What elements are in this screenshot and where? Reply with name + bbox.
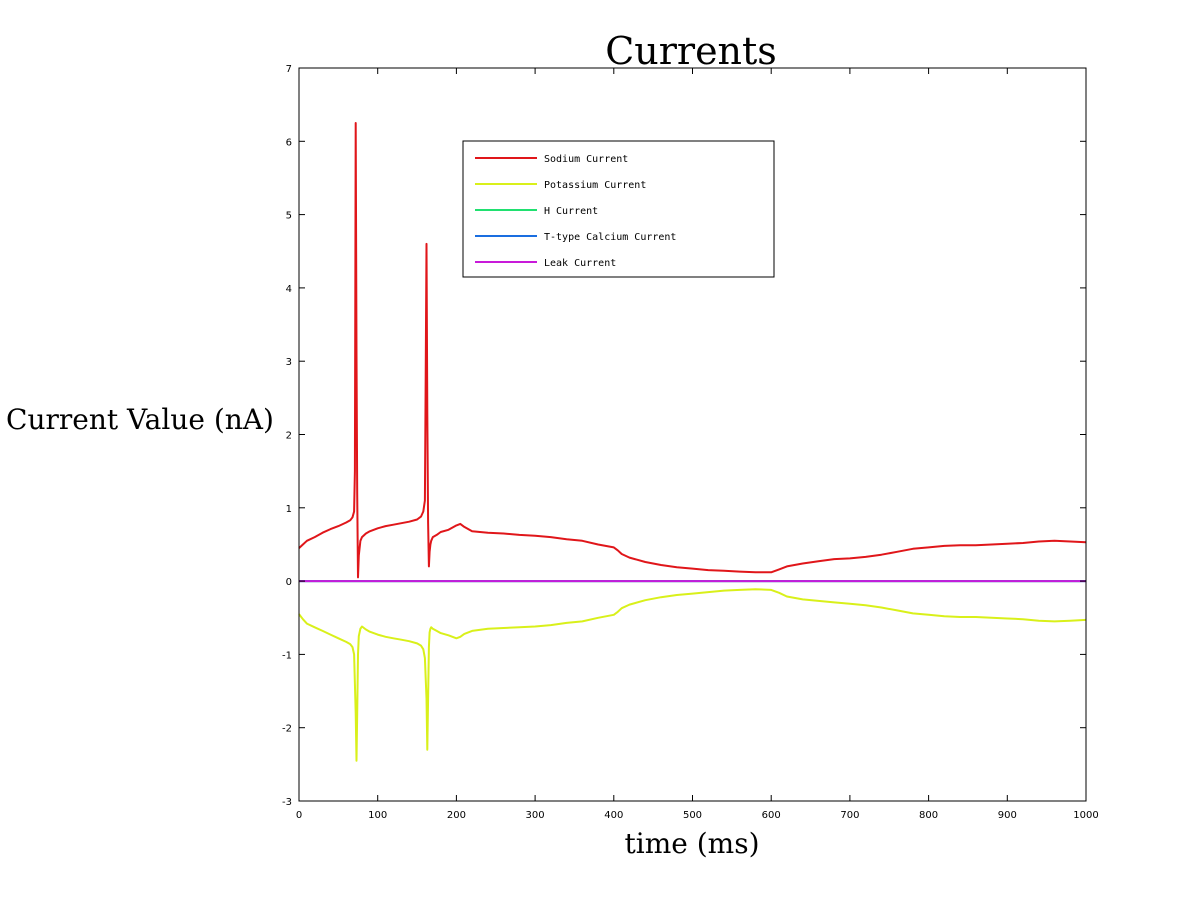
chart-title: Currents <box>605 29 777 73</box>
legend-label-h-current: H Current <box>544 206 598 217</box>
legend-label-sodium-current: Sodium Current <box>544 154 628 165</box>
y-tick-label: -3 <box>282 797 292 808</box>
x-tick-label: 600 <box>762 810 781 821</box>
y-tick-label: -2 <box>282 724 292 735</box>
x-tick-label: 200 <box>447 810 466 821</box>
legend-label-potassium-current: Potassium Current <box>544 180 646 191</box>
x-tick-label: 400 <box>604 810 623 821</box>
legend: Sodium Current Potassium Current H Current… <box>462 140 775 278</box>
y-axis-label: Current Value (nA) <box>6 403 274 436</box>
ticks-layer: 0 100 200 300 400 500 600 700 800 900 1000 -3 -2 -1 0 1… <box>282 64 1099 821</box>
x-tick-label: 900 <box>998 810 1017 821</box>
y-tick-label: 4 <box>286 284 292 295</box>
series-line-sodium-current <box>298 122 1087 579</box>
y-tick-label: 1 <box>286 504 292 515</box>
x-tick-label: 700 <box>840 810 859 821</box>
x-tick-label: 800 <box>919 810 938 821</box>
plot-frame <box>298 67 1087 802</box>
y-tick-label: -1 <box>282 650 292 661</box>
y-tick-label: 5 <box>286 211 292 222</box>
legend-label-t-type-calcium-current: T-type Calcium Current <box>544 232 676 243</box>
y-tick-label: 2 <box>286 431 292 442</box>
y-tick-label: 3 <box>286 357 292 368</box>
x-axis-label: time (ms) <box>625 827 760 860</box>
y-tick-label: 7 <box>286 64 292 75</box>
y-tick-label: 6 <box>286 137 292 148</box>
legend-label-leak-current: Leak Current <box>544 258 616 269</box>
y-tick-label: 0 <box>286 577 292 588</box>
x-tick-label: 300 <box>526 810 545 821</box>
x-tick-label: 0 <box>296 810 302 821</box>
series-layer <box>298 122 1087 762</box>
x-tick-label: 100 <box>368 810 387 821</box>
series-line-potassium-current <box>298 588 1087 762</box>
x-tick-label: 500 <box>683 810 702 821</box>
x-tick-label: 1000 <box>1073 810 1098 821</box>
